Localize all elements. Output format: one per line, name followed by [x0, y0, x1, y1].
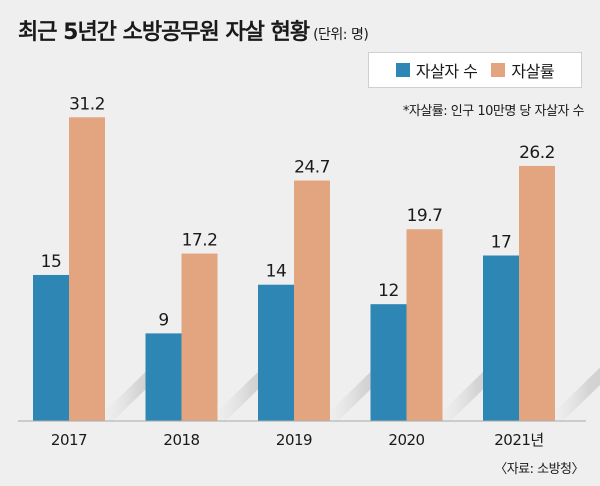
data-label: 17.2	[182, 231, 218, 251]
data-label: 14	[266, 262, 287, 282]
bar	[258, 284, 294, 421]
data-label: 19.7	[407, 206, 443, 226]
x-tick-label: 2019	[276, 431, 312, 449]
legend-swatch-series1	[395, 63, 410, 77]
chart-title: 최근 5년간 소방공무원 자살 현황 (단위: 명)	[18, 14, 369, 46]
legend: 자살자 수 자살률	[368, 52, 582, 88]
chart-title-text: 최근 5년간 소방공무원 자살 현황	[18, 20, 310, 45]
bar	[483, 255, 519, 421]
unit-label: (단위: 명)	[313, 27, 369, 43]
data-label: 12	[378, 281, 399, 301]
legend-label-series1: 자살자 수	[415, 62, 478, 81]
data-label: 26.2	[519, 143, 555, 163]
legend-item-series2: 자살률	[491, 58, 555, 82]
data-label: 15	[41, 252, 62, 272]
bar	[370, 304, 407, 421]
data-labels: 15 31.2 9 17.2 14 24.7 12 19.7 17 26.2	[41, 94, 556, 330]
footnote: *자살률: 인구 10만명 당 자살자 수	[402, 104, 585, 119]
source-note: 〈자료: 소방청〉	[494, 462, 584, 477]
bar	[33, 274, 69, 421]
legend-swatch-series2	[491, 63, 506, 77]
legend-item-series1: 자살자 수	[395, 58, 478, 82]
data-label: 17	[491, 233, 512, 253]
legend-label-series2: 자살률	[511, 62, 555, 81]
data-label: 24.7	[294, 158, 330, 178]
bar	[519, 165, 555, 421]
bar-shadow	[545, 367, 600, 421]
x-tick-label: 2017	[51, 431, 87, 449]
bar	[406, 229, 443, 421]
data-label: 9	[158, 310, 168, 330]
x-tick-label: 2020	[388, 431, 424, 449]
bar	[181, 253, 218, 421]
bar	[69, 117, 105, 422]
data-label: 31.2	[69, 94, 105, 114]
bar	[145, 333, 182, 421]
bars	[33, 117, 555, 422]
x-tick-label: 2021년	[494, 431, 543, 449]
x-tick-labels: 2017 2018 2019 2020 2021년	[51, 431, 544, 449]
x-tick-label: 2018	[163, 431, 199, 449]
bar	[294, 180, 330, 421]
